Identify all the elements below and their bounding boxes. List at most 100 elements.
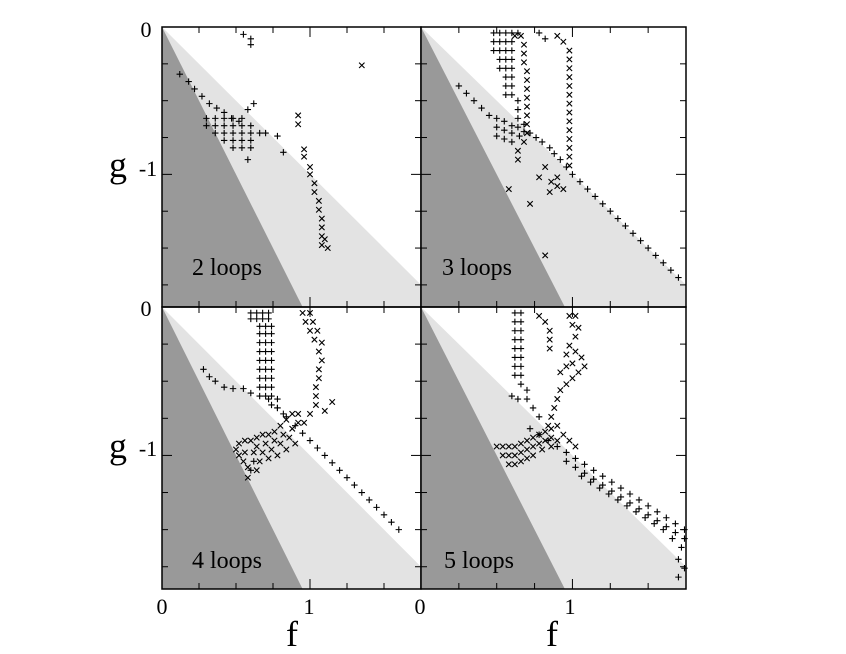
cross-marker xyxy=(289,425,296,432)
plus-marker xyxy=(283,413,290,421)
plus-marker xyxy=(256,129,263,137)
plus-marker xyxy=(563,458,570,465)
plus-marker xyxy=(265,395,272,403)
plus-marker xyxy=(502,91,509,98)
plus-marker xyxy=(493,115,500,122)
plus-marker xyxy=(203,122,210,129)
cross-marker xyxy=(563,351,570,358)
cross-marker xyxy=(259,431,266,438)
cross-marker xyxy=(560,185,567,193)
plus-marker xyxy=(496,56,503,63)
plus-marker xyxy=(563,449,570,456)
cross-marker xyxy=(321,236,328,243)
plus-marker xyxy=(229,385,237,392)
plus-marker xyxy=(545,437,552,444)
cross-marker xyxy=(309,318,317,325)
plus-marker xyxy=(268,357,275,364)
plus-marker xyxy=(496,29,503,37)
plus-marker xyxy=(256,357,263,364)
cross-marker xyxy=(548,178,555,185)
cross-marker xyxy=(566,100,573,107)
plus-marker xyxy=(502,56,509,63)
cross-marker xyxy=(536,431,543,438)
plus-marker xyxy=(681,526,688,533)
cross-marker xyxy=(505,452,512,459)
plus-marker xyxy=(508,82,516,90)
plus-marker xyxy=(660,259,667,266)
plus-marker xyxy=(538,138,546,146)
plus-marker xyxy=(256,339,263,346)
cross-marker xyxy=(311,188,318,196)
plus-marker xyxy=(502,29,509,37)
plus-marker xyxy=(667,266,675,274)
plus-marker xyxy=(220,115,228,122)
plus-marker xyxy=(508,56,516,63)
cross-marker xyxy=(315,366,322,373)
plus-marker xyxy=(508,73,516,81)
plus-marker xyxy=(280,410,287,418)
cross-marker xyxy=(523,76,531,84)
cross-marker xyxy=(572,312,579,320)
plus-marker xyxy=(247,137,254,144)
cross-marker xyxy=(563,381,570,388)
plus-marker xyxy=(220,122,228,129)
cross-marker xyxy=(554,437,561,444)
cross-marker xyxy=(523,455,531,462)
cross-marker xyxy=(241,437,248,444)
plus-marker xyxy=(535,413,543,421)
plus-marker xyxy=(238,115,246,122)
panel-label-5-loops: 5 loops xyxy=(444,548,514,574)
cross-marker xyxy=(566,342,573,349)
plus-marker xyxy=(591,193,599,200)
cross-marker xyxy=(235,440,243,447)
cross-marker xyxy=(265,455,272,462)
plus-marker xyxy=(523,395,531,403)
cross-marker xyxy=(557,369,564,376)
cross-marker xyxy=(312,384,320,391)
plus-marker xyxy=(235,118,243,125)
x-tick-label-left-1: 1 xyxy=(304,594,315,619)
plus-marker xyxy=(247,144,254,152)
plus-marker xyxy=(517,345,525,352)
plus-marker xyxy=(572,455,579,462)
plus-marker xyxy=(268,339,275,346)
plus-marker xyxy=(517,372,525,379)
cross-marker xyxy=(292,440,299,447)
plus-marker xyxy=(508,29,516,37)
cross-marker xyxy=(566,162,573,169)
cross-marker xyxy=(295,419,302,426)
plus-marker xyxy=(463,90,470,97)
plus-marker xyxy=(366,496,373,504)
plus-marker xyxy=(514,29,522,37)
plus-marker xyxy=(578,473,585,480)
panel-label-2-loops: 2 loops xyxy=(192,255,262,281)
plus-marker xyxy=(250,458,257,465)
plus-marker xyxy=(212,378,219,385)
plus-marker xyxy=(268,401,275,409)
plus-marker xyxy=(501,118,508,125)
cross-marker xyxy=(300,419,308,426)
cross-marker xyxy=(295,410,302,417)
cross-marker xyxy=(551,404,558,412)
cross-marker xyxy=(578,354,585,361)
cross-marker xyxy=(575,369,582,376)
cross-marker xyxy=(566,153,573,160)
cross-marker xyxy=(520,59,528,66)
plus-marker xyxy=(502,73,509,81)
plus-marker xyxy=(587,478,594,486)
plus-marker xyxy=(520,121,528,128)
plus-marker xyxy=(508,129,516,137)
plus-marker xyxy=(493,132,500,140)
y-axis-title-bottom: g xyxy=(109,426,127,466)
plus-marker xyxy=(623,502,631,510)
plus-marker xyxy=(268,375,275,382)
plus-marker xyxy=(321,452,328,459)
cross-marker xyxy=(572,443,579,450)
plus-marker xyxy=(203,115,210,122)
plus-marker xyxy=(268,323,275,330)
cross-marker xyxy=(536,174,543,181)
cross-marker xyxy=(283,416,290,423)
cross-marker xyxy=(554,174,561,181)
cross-marker xyxy=(324,244,331,252)
